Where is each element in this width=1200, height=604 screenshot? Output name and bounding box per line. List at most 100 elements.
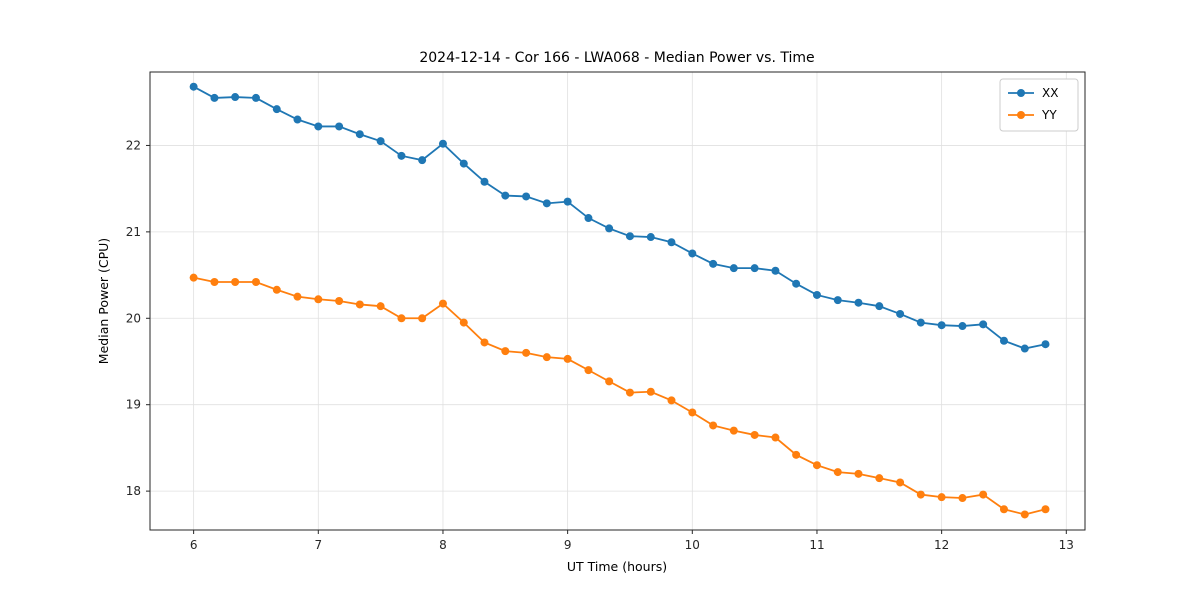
data-point	[438, 299, 447, 308]
data-point	[355, 130, 364, 139]
data-point	[231, 93, 240, 102]
data-point	[480, 338, 489, 347]
x-tick-label: 7	[314, 538, 322, 552]
series-YY	[189, 273, 1050, 519]
data-point	[750, 264, 759, 273]
data-point	[231, 277, 240, 286]
plot-frame	[149, 71, 1086, 531]
x-axis-label: UT Time (hours)	[567, 559, 667, 574]
data-point	[459, 159, 468, 168]
data-point	[916, 490, 925, 499]
data-point	[958, 322, 967, 331]
y-tick-label: 22	[126, 138, 141, 152]
data-point	[314, 122, 323, 131]
data-point	[688, 249, 697, 258]
x-tick-label: 12	[934, 538, 949, 552]
data-point	[480, 177, 489, 186]
data-point	[729, 264, 738, 273]
data-point	[335, 297, 344, 305]
data-point	[667, 396, 676, 405]
data-point	[667, 238, 676, 247]
data-point	[896, 478, 905, 487]
chart-title: 2024-12-14 - Cor 166 - LWA068 - Median P…	[419, 50, 814, 66]
data-point	[646, 233, 655, 242]
tick-labels: 6 7 8 9 10 11 12 13 18 19 20 21 22	[126, 138, 1074, 552]
data-point	[314, 295, 323, 304]
data-point	[501, 347, 510, 356]
legend: XX YY	[999, 78, 1079, 132]
data-point	[605, 377, 614, 386]
legend-marker-icon	[1017, 111, 1025, 119]
y-axis-label: Median Power (CPU)	[96, 238, 111, 364]
data-point	[771, 433, 780, 442]
y-tick-label: 20	[126, 311, 141, 325]
y-tick-label: 21	[126, 225, 141, 239]
x-tick-label: 9	[564, 538, 572, 552]
data-point	[584, 366, 593, 375]
data-point	[272, 105, 281, 114]
data-point	[459, 318, 468, 327]
data-point	[771, 266, 780, 275]
data-point	[896, 309, 905, 318]
data-point	[833, 296, 842, 305]
data-point	[293, 292, 302, 301]
data-point	[522, 192, 531, 201]
data-point	[542, 199, 551, 208]
data-point	[522, 348, 531, 357]
data-point	[397, 314, 406, 323]
x-tick-label: 11	[809, 538, 824, 552]
data-point	[542, 353, 551, 362]
data-point	[438, 139, 447, 148]
data-point	[854, 298, 863, 307]
data-point	[999, 505, 1008, 514]
data-point	[563, 197, 572, 206]
data-point	[251, 93, 260, 102]
data-point	[688, 408, 697, 417]
data-point	[210, 93, 219, 102]
data-point	[709, 259, 718, 268]
data-point	[1020, 510, 1029, 519]
data-point	[646, 387, 655, 396]
data-point	[792, 450, 801, 459]
data-point	[1020, 344, 1029, 353]
data-point	[210, 277, 219, 286]
data-point	[875, 474, 884, 483]
series-XX	[189, 82, 1050, 353]
data-point	[335, 122, 344, 131]
data-point	[1041, 340, 1050, 349]
data-point	[916, 318, 925, 327]
x-tick-label: 13	[1059, 538, 1074, 552]
data-point	[397, 151, 406, 160]
grid	[150, 72, 1085, 530]
y-tick-label: 19	[126, 398, 141, 412]
legend-label: YY	[1041, 108, 1057, 122]
data-point	[1041, 505, 1050, 514]
legend-marker-icon	[1017, 89, 1025, 97]
data-point	[625, 388, 634, 397]
data-point	[729, 426, 738, 435]
data-point	[418, 314, 427, 323]
series-line	[193, 276, 1046, 516]
data-point	[792, 279, 801, 288]
data-point	[854, 469, 863, 478]
x-tick-label: 6	[190, 538, 198, 552]
data-point	[999, 336, 1008, 345]
data-point	[376, 302, 385, 311]
data-point	[189, 273, 198, 282]
x-tick-label: 8	[439, 538, 447, 552]
data-point	[418, 156, 427, 165]
data-point	[833, 468, 842, 477]
data-point	[605, 224, 614, 233]
data-point	[251, 277, 260, 286]
data-point	[958, 494, 967, 503]
data-point	[501, 191, 510, 200]
data-point	[937, 493, 946, 502]
data-point	[189, 82, 198, 91]
legend-box	[999, 78, 1079, 132]
data-point	[937, 321, 946, 330]
x-tick-label: 10	[685, 538, 700, 552]
y-tick-label: 18	[126, 484, 141, 498]
data-point	[584, 214, 593, 223]
